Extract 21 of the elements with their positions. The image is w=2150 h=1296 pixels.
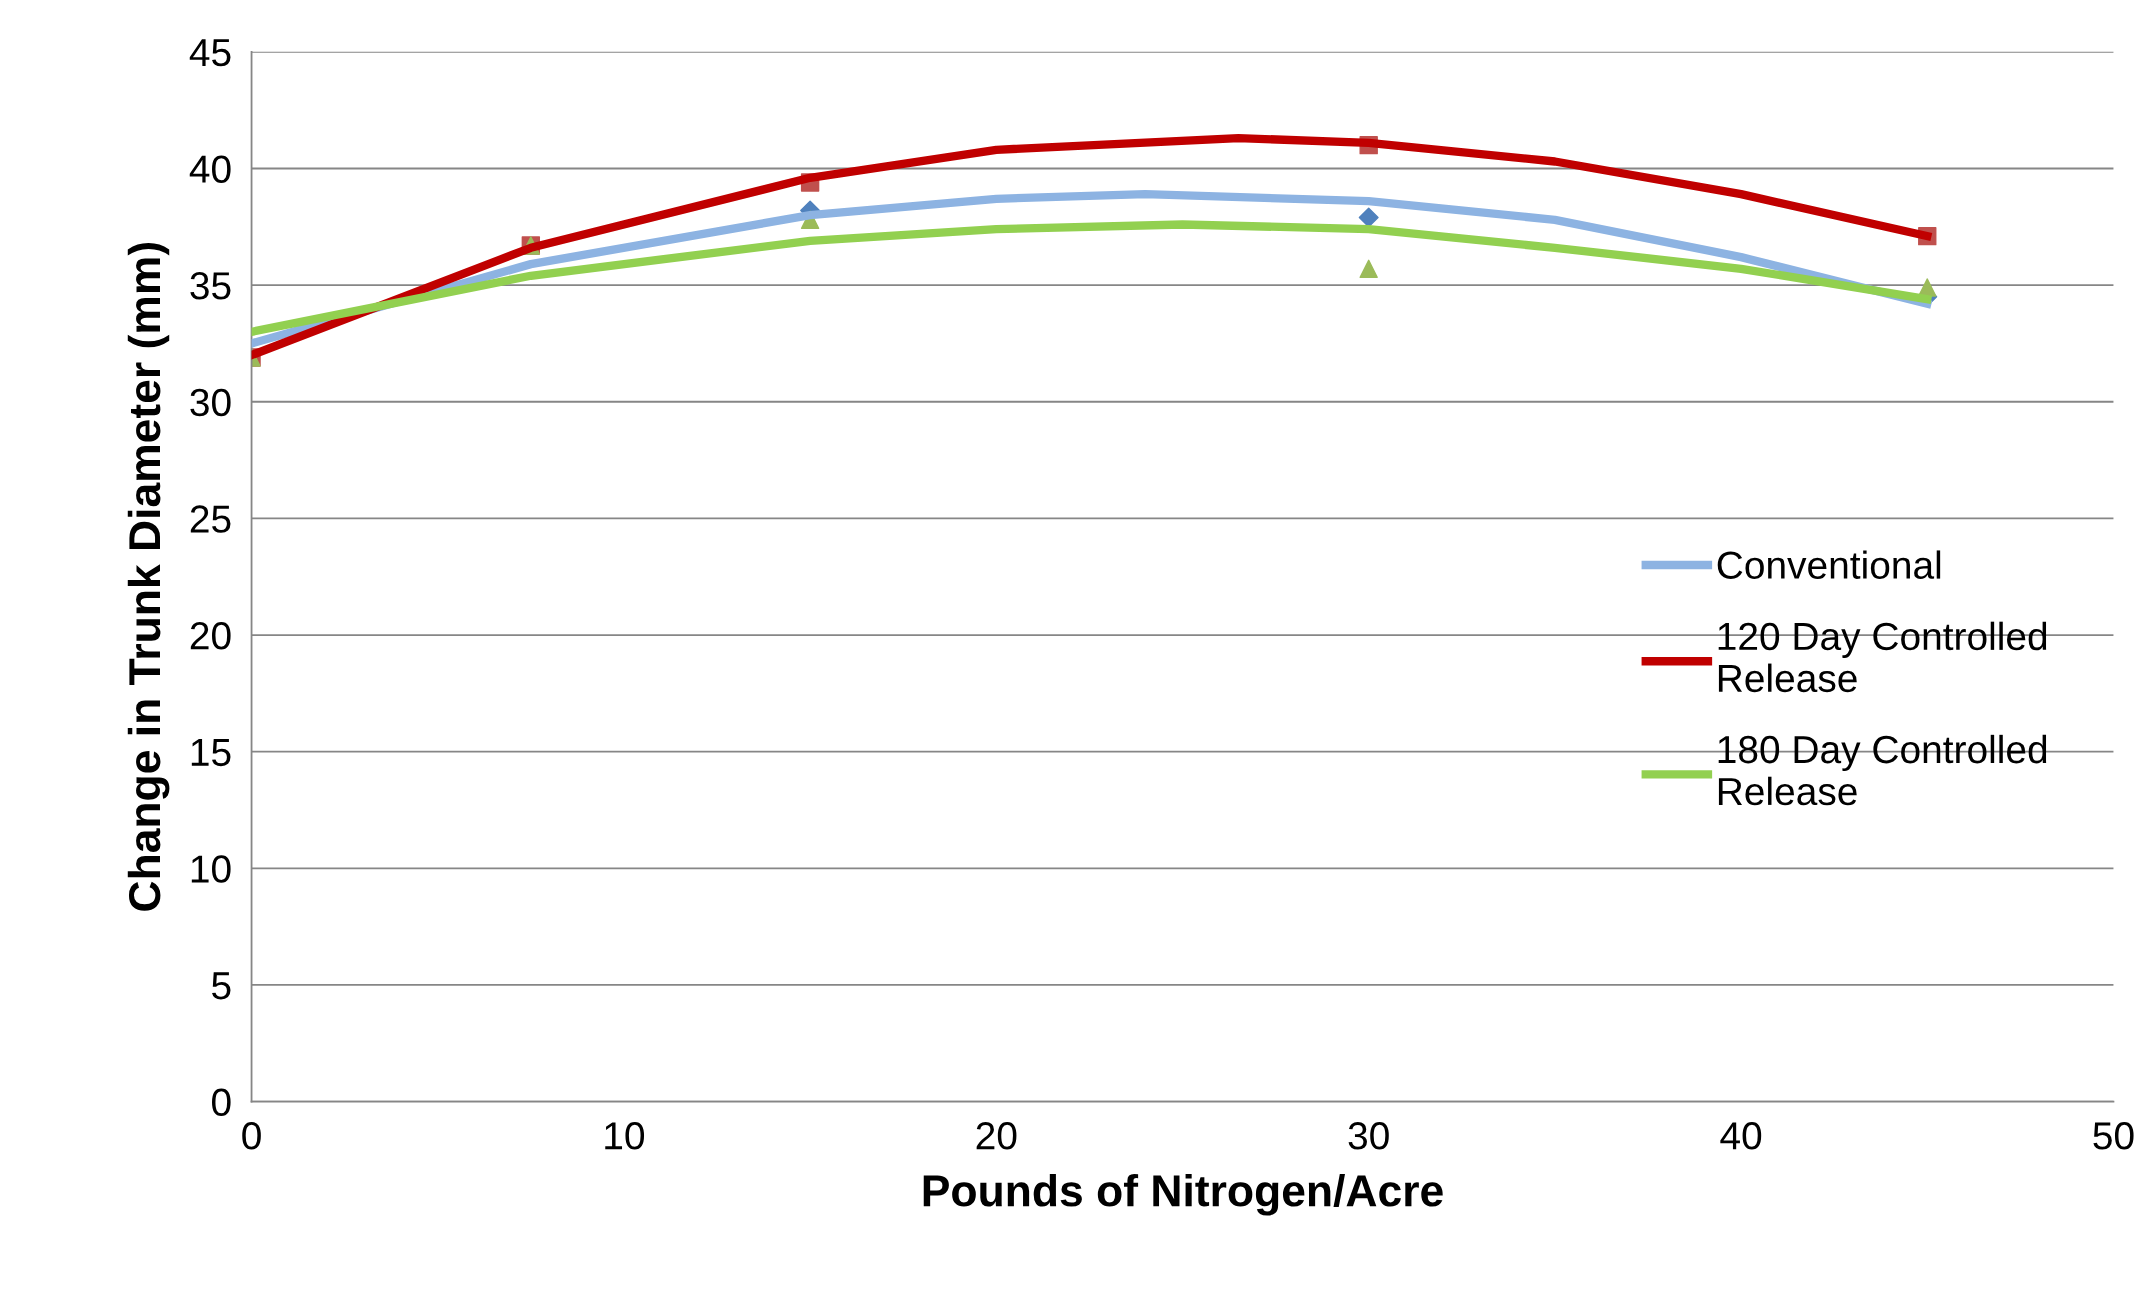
y-tick-label: 30 [190, 388, 231, 417]
y-tick-label: 5 [212, 972, 231, 1000]
legend-label: Conventional [1717, 550, 1941, 579]
y-tick-label: 10 [191, 855, 231, 883]
x-tick-label: 40 [1720, 1122, 1762, 1150]
legend-label: 120 Day Controlled Release [1718, 621, 2047, 693]
y-tick-label: 35 [190, 272, 231, 300]
y-tick-label: 25 [190, 505, 231, 533]
x-tick-label: 30 [1348, 1122, 1389, 1150]
y-tick-label: 20 [190, 621, 231, 650]
y-tick-label: 0 [212, 1088, 231, 1117]
y-tick-label: 40 [189, 155, 231, 183]
x-tick-label: 20 [976, 1122, 1017, 1150]
y-tick-label: 45 [189, 39, 231, 67]
x-tick-label: 10 [605, 1122, 645, 1150]
legend-label: 180 Day Controlled Release [1718, 734, 2047, 806]
y-axis-title: Change in Trunk Diameter (mm) [127, 243, 170, 911]
x-tick-label: 0 [242, 1122, 261, 1150]
y-tick-label: 15 [191, 739, 231, 767]
x-axis-title: Pounds of Nitrogen/Acre [923, 1173, 1443, 1216]
x-tick-label: 50 [2093, 1122, 2134, 1150]
